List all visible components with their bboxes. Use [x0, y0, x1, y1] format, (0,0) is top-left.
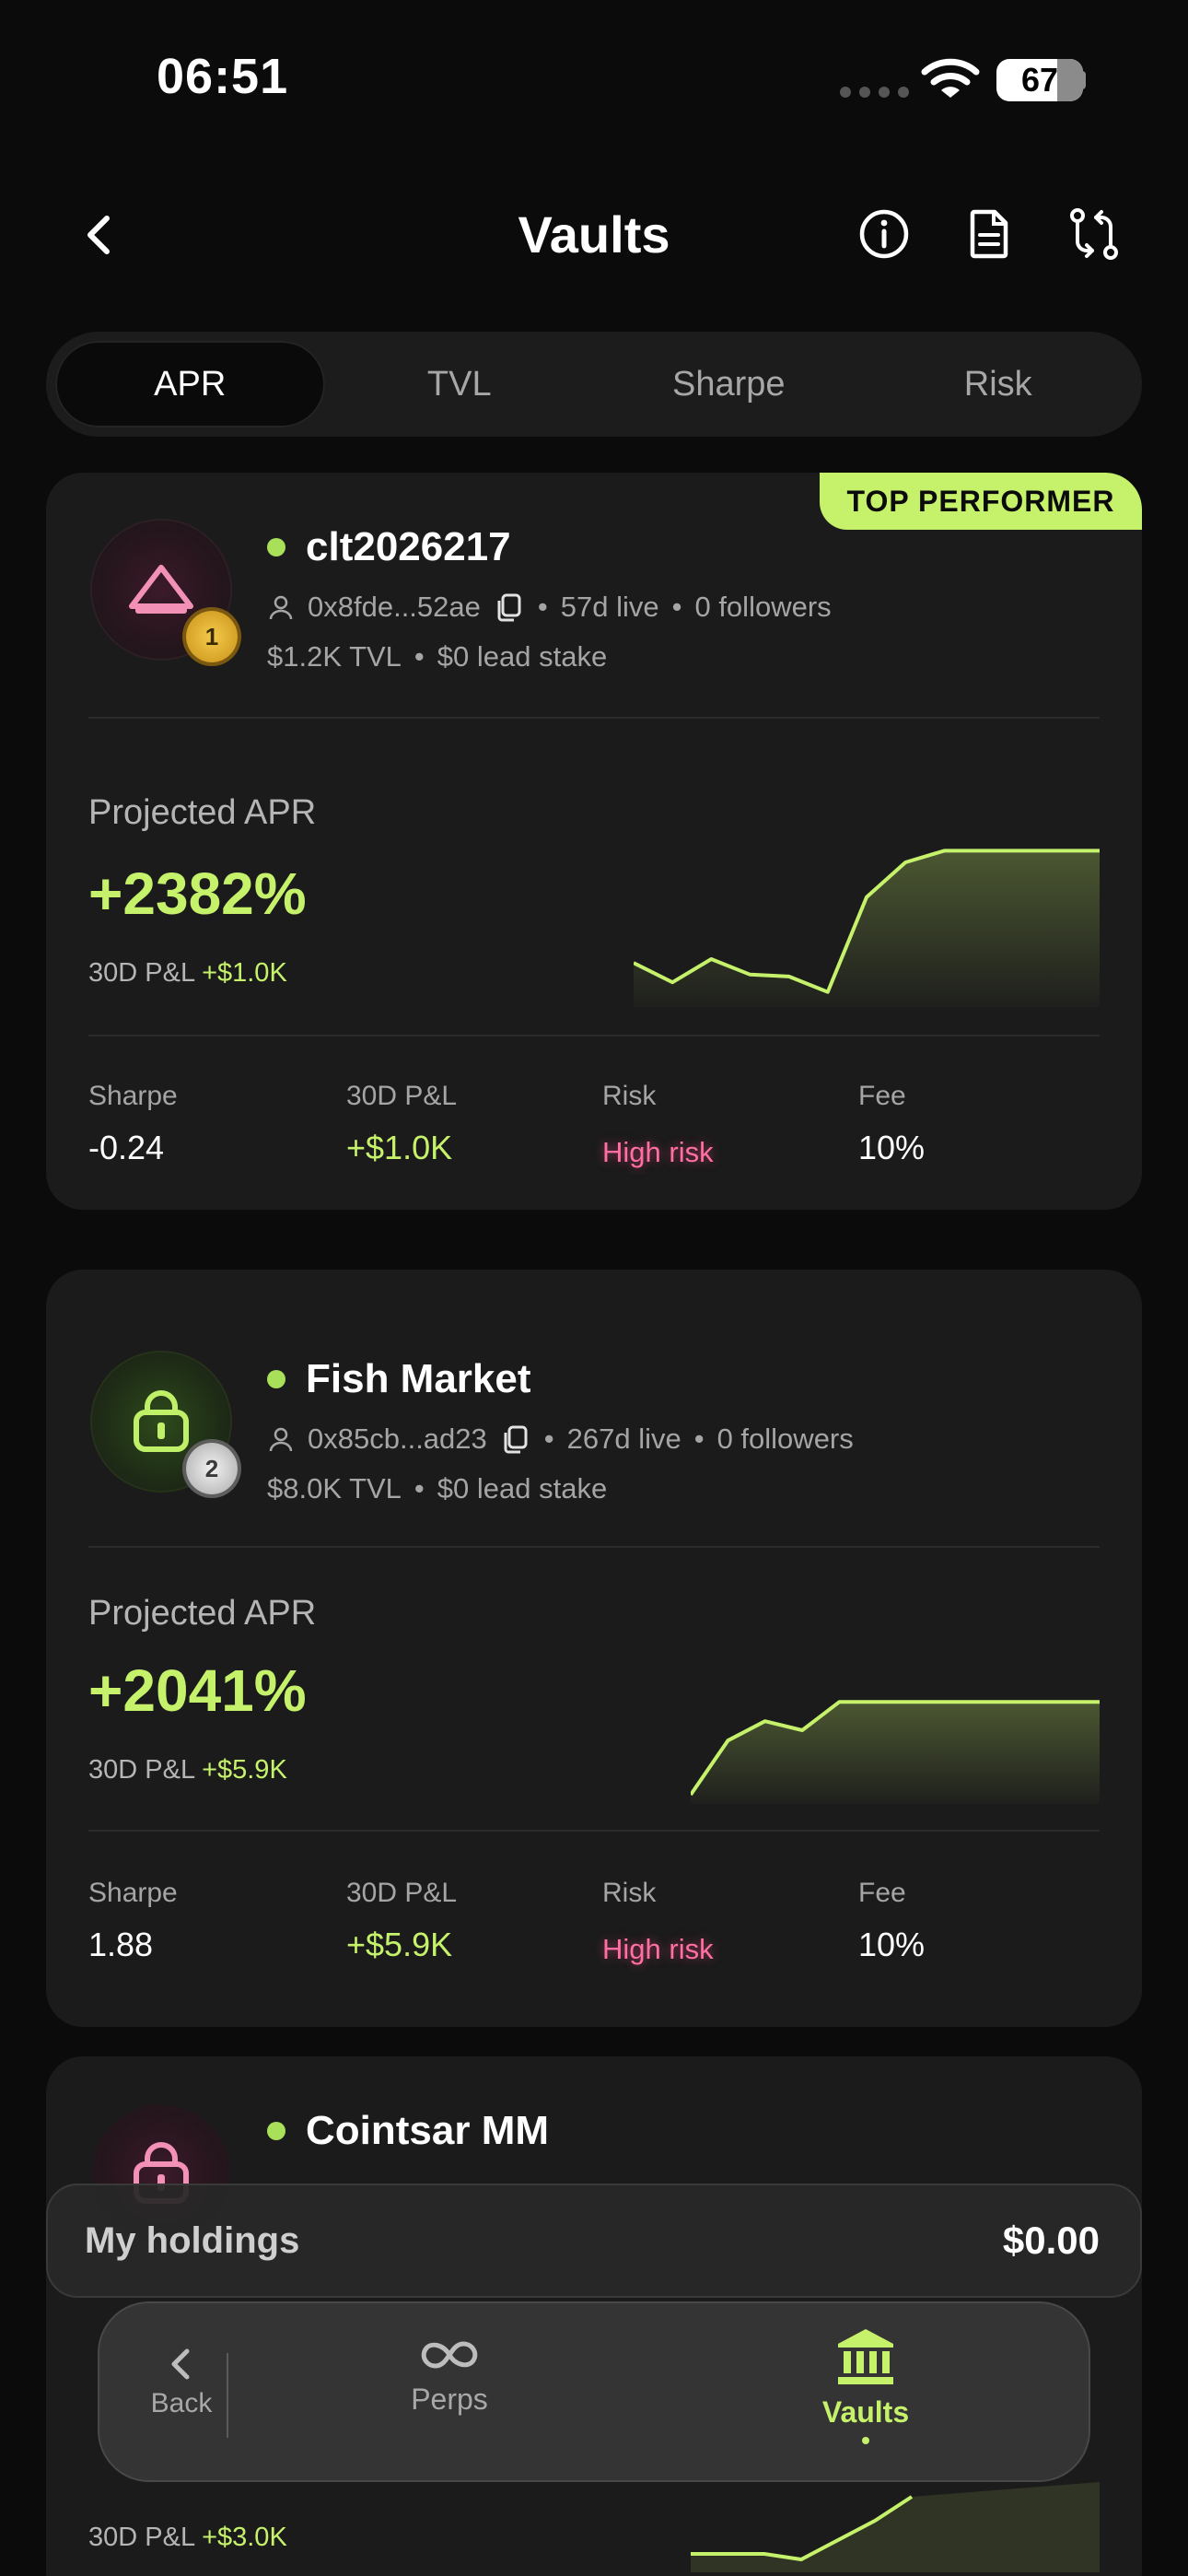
- stat-pnl-value: +$5.9K: [346, 1926, 453, 1963]
- pnl-value: +$1.0K: [202, 958, 287, 988]
- bank-icon: [838, 2329, 893, 2384]
- apr-sparkline: [634, 849, 1100, 1007]
- sparkline-area: [691, 1702, 1100, 1804]
- wifi-icon: [921, 58, 980, 98]
- apr-value: +2041%: [88, 1657, 307, 1724]
- top-performer-badge: TOP PERFORMER: [820, 473, 1142, 530]
- copy-icon[interactable]: [494, 591, 525, 623]
- vault-name: Cointsar MM: [306, 2108, 549, 2153]
- vault-followers: 0 followers: [716, 1423, 854, 1455]
- nav-separator: [227, 2353, 228, 2438]
- vault-card[interactable]: TOP PERFORMER 1 clt2026217 0x8fde...52ae…: [46, 473, 1142, 1210]
- pnl-label: 30D P&L: [88, 958, 194, 988]
- my-holdings-bar[interactable]: My holdings $0.00: [46, 2184, 1142, 2298]
- apr-sparkline: [691, 2482, 1100, 2572]
- tab-sharpe[interactable]: Sharpe: [671, 364, 786, 404]
- cellular-signal-icon: [840, 87, 909, 98]
- fee-value: 10%: [858, 1129, 926, 1166]
- user-icon: [269, 595, 293, 620]
- header: Vaults: [0, 184, 1188, 286]
- vault-avatar: 2: [92, 1352, 238, 1494]
- holdings-label: My holdings: [85, 2219, 300, 2261]
- infinity-icon: [421, 2341, 478, 2369]
- sharpe-value: -0.24: [88, 1129, 165, 1166]
- risk-label: Risk: [602, 1081, 657, 1111]
- apr-value: +2382%: [88, 861, 307, 927]
- tab-apr[interactable]: APR: [55, 341, 325, 427]
- tab-tvl[interactable]: TVL: [426, 364, 492, 404]
- sharpe-value: 1.88: [88, 1926, 154, 1963]
- nav-back-label: Back: [150, 2388, 213, 2418]
- battery-level: 67: [1020, 61, 1059, 99]
- vault-followers: 0 followers: [694, 591, 832, 623]
- stat-pnl-label: 30D P&L: [346, 1081, 458, 1111]
- holdings-value: $0.00: [1002, 2219, 1100, 2262]
- sparkline-line: [634, 849, 1100, 994]
- apr-sparkline: [691, 1700, 1100, 1804]
- live-status-dot: [267, 2122, 285, 2140]
- rank-medal-silver: 2: [186, 1443, 238, 1494]
- pnl-label: 30D P&L: [88, 1755, 194, 1785]
- divider: [88, 717, 1100, 719]
- nav-item-perps[interactable]: Perps: [367, 2336, 532, 2417]
- divider: [88, 1035, 1100, 1036]
- status-bar: 06:51 67: [0, 0, 1188, 157]
- sharpe-label: Sharpe: [88, 1081, 178, 1111]
- sort-tabs: APR TVL Sharpe Risk: [46, 332, 1142, 437]
- vault-address: 0x8fde...52ae: [308, 591, 481, 623]
- back-chevron-icon[interactable]: [74, 207, 129, 263]
- bottom-nav: Back Perps Vaults: [98, 2301, 1090, 2482]
- live-status-dot: [267, 1370, 285, 1388]
- vault-tvl: $8.0K TVL: [267, 1472, 402, 1505]
- document-icon[interactable]: [960, 205, 1019, 263]
- fee-label: Fee: [858, 1878, 906, 1908]
- pnl-value: +$3.0K: [202, 2523, 287, 2552]
- vault-name: Fish Market: [306, 1356, 531, 1401]
- vault-address: 0x85cb...ad23: [308, 1423, 487, 1455]
- risk-label: Risk: [602, 1878, 657, 1908]
- vault-live-days: 57d live: [560, 591, 659, 623]
- live-status-dot: [267, 538, 285, 556]
- triangle-logo-icon: [129, 565, 193, 614]
- risk-value: High risk: [602, 1136, 714, 1168]
- lock-logo-icon: [134, 1390, 189, 1452]
- rank-medal-gold: 1: [186, 611, 238, 662]
- vault-card[interactable]: 2 Fish Market 0x85cb...ad23 • 267d live …: [46, 1270, 1142, 2027]
- fee-value: 10%: [858, 1926, 926, 1963]
- copy-icon[interactable]: [500, 1423, 531, 1455]
- sparkline-area: [634, 850, 1100, 1007]
- nav-item-vaults[interactable]: Vaults: [783, 2327, 949, 2444]
- stat-pnl-value: +$1.0K: [346, 1129, 453, 1166]
- vault-tvl: $1.2K TVL: [267, 640, 402, 673]
- risk-value: High risk: [602, 1933, 714, 1965]
- divider: [88, 1830, 1100, 1832]
- vault-live-days: 267d live: [566, 1423, 681, 1455]
- nav-back-button[interactable]: Back: [122, 2344, 241, 2445]
- fee-label: Fee: [858, 1081, 906, 1111]
- user-icon: [269, 1427, 293, 1452]
- battery-icon: 67: [996, 59, 1083, 101]
- apr-label: Projected APR: [88, 793, 317, 832]
- nav-item-label: Vaults: [821, 2395, 910, 2429]
- chevron-left-icon: [171, 2348, 190, 2380]
- swap-icon[interactable]: [1065, 205, 1124, 263]
- nav-item-label: Perps: [411, 2383, 488, 2416]
- page-title: Vaults: [518, 205, 670, 263]
- active-indicator-dot: [862, 2437, 869, 2444]
- vault-name: clt2026217: [306, 524, 511, 569]
- apr-label: Projected APR: [88, 1594, 317, 1633]
- sparkline-line: [691, 1700, 1100, 1797]
- stat-pnl-label: 30D P&L: [346, 1878, 458, 1908]
- vault-lead-stake: $0 lead stake: [437, 1472, 608, 1505]
- status-time: 06:51: [157, 49, 289, 104]
- pnl-value: +$5.9K: [202, 1755, 287, 1785]
- vault-avatar: 1: [92, 521, 238, 662]
- vault-lead-stake: $0 lead stake: [437, 640, 608, 673]
- info-icon[interactable]: [855, 205, 914, 263]
- sharpe-label: Sharpe: [88, 1878, 178, 1908]
- battery-cap: [1079, 71, 1086, 89]
- divider: [88, 1546, 1100, 1548]
- tab-risk[interactable]: Risk: [963, 364, 1032, 404]
- pnl-label: 30D P&L: [88, 2523, 194, 2552]
